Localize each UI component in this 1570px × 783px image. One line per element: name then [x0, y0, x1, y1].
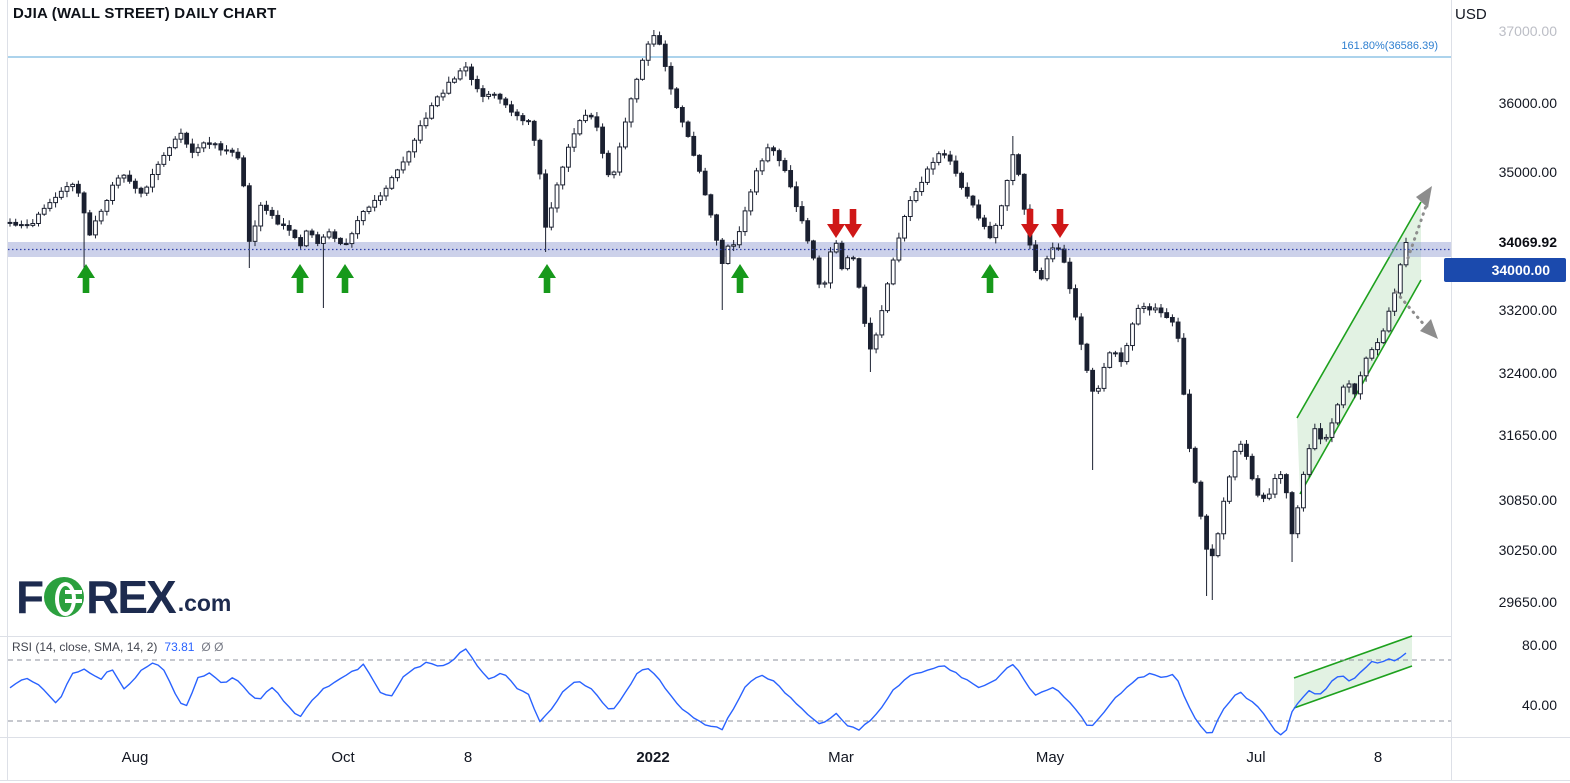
left-border	[7, 0, 8, 781]
logo-o-dash	[65, 599, 83, 603]
sell-arrow-icon	[827, 209, 845, 238]
price-tick-label: 37000.00	[1498, 23, 1557, 39]
logo-o-dash	[65, 590, 83, 594]
rsi-tick-label: 40.00	[1521, 697, 1557, 713]
candles	[7, 30, 1409, 600]
current-price-label: 34000.00	[1444, 258, 1566, 282]
logo-o-icon	[44, 577, 85, 617]
bottom-border	[0, 780, 1570, 781]
panel-separator	[0, 636, 1451, 637]
projection-arrowhead-icon	[1420, 319, 1438, 339]
sell-arrow-icon	[844, 209, 862, 238]
sell-arrow-icon	[1021, 209, 1039, 238]
price-tick-label: 29650.00	[1498, 594, 1557, 610]
time-tick-label: 2022	[636, 749, 670, 766]
forex-logo: F REX .com	[16, 574, 231, 620]
buy-arrow-icon	[336, 264, 355, 293]
price-tick-label: 30850.00	[1498, 492, 1557, 508]
rsi-legend[interactable]: RSI (14, close, SMA, 14, 2) 73.81 Ø Ø	[12, 640, 223, 654]
time-tick-label: Mar	[828, 749, 854, 766]
time-tick-label: 8	[1373, 749, 1383, 766]
time-tick-label: Jul	[1246, 749, 1266, 766]
price-tick-label: 33200.00	[1498, 302, 1557, 318]
rsi-indicator-name: RSI (14, close, SMA, 14, 2)	[12, 640, 158, 654]
price-tick-label: 35000.00	[1498, 164, 1557, 180]
time-tick-label: May	[1035, 749, 1065, 766]
rsi-tick-label: 80.00	[1521, 637, 1557, 653]
logo-dotcom: .com	[177, 590, 232, 616]
price-tick-label: 36000.00	[1498, 95, 1557, 111]
projection-arrowhead-icon	[1416, 186, 1432, 208]
logo-letters-rex: REX	[86, 571, 177, 623]
buy-arrow-icon	[538, 264, 556, 293]
buy-arrow-icon	[77, 264, 95, 293]
currency-label: USD	[1455, 6, 1487, 23]
time-axis-separator	[0, 737, 1570, 738]
time-tick-label: Aug	[121, 749, 149, 766]
price-tick-label: 32400.00	[1498, 365, 1557, 381]
time-tick-label: 8	[463, 749, 473, 766]
buy-arrow-icon	[981, 264, 999, 293]
chart-title: DJIA (WALL STREET) DAILY CHART	[13, 5, 277, 22]
rsi-value: 73.81	[164, 640, 195, 654]
price-tick-label: 31650.00	[1498, 427, 1557, 443]
time-tick-label: Oct	[331, 749, 355, 766]
buy-arrow-icon	[731, 264, 749, 293]
sell-arrow-icon	[1051, 209, 1069, 238]
rsi-empty-values: Ø Ø	[201, 640, 224, 654]
price-axis-separator[interactable]	[1451, 0, 1452, 781]
logo-letter-f: F	[16, 571, 44, 623]
buy-arrow-icon	[291, 264, 310, 293]
fib-extension-label: 161.80%(36586.39)	[1341, 40, 1438, 52]
price-tick-label: 30250.00	[1498, 542, 1557, 558]
band-price-label: 34069.92	[1498, 234, 1557, 250]
rsi-line	[9, 648, 1407, 736]
